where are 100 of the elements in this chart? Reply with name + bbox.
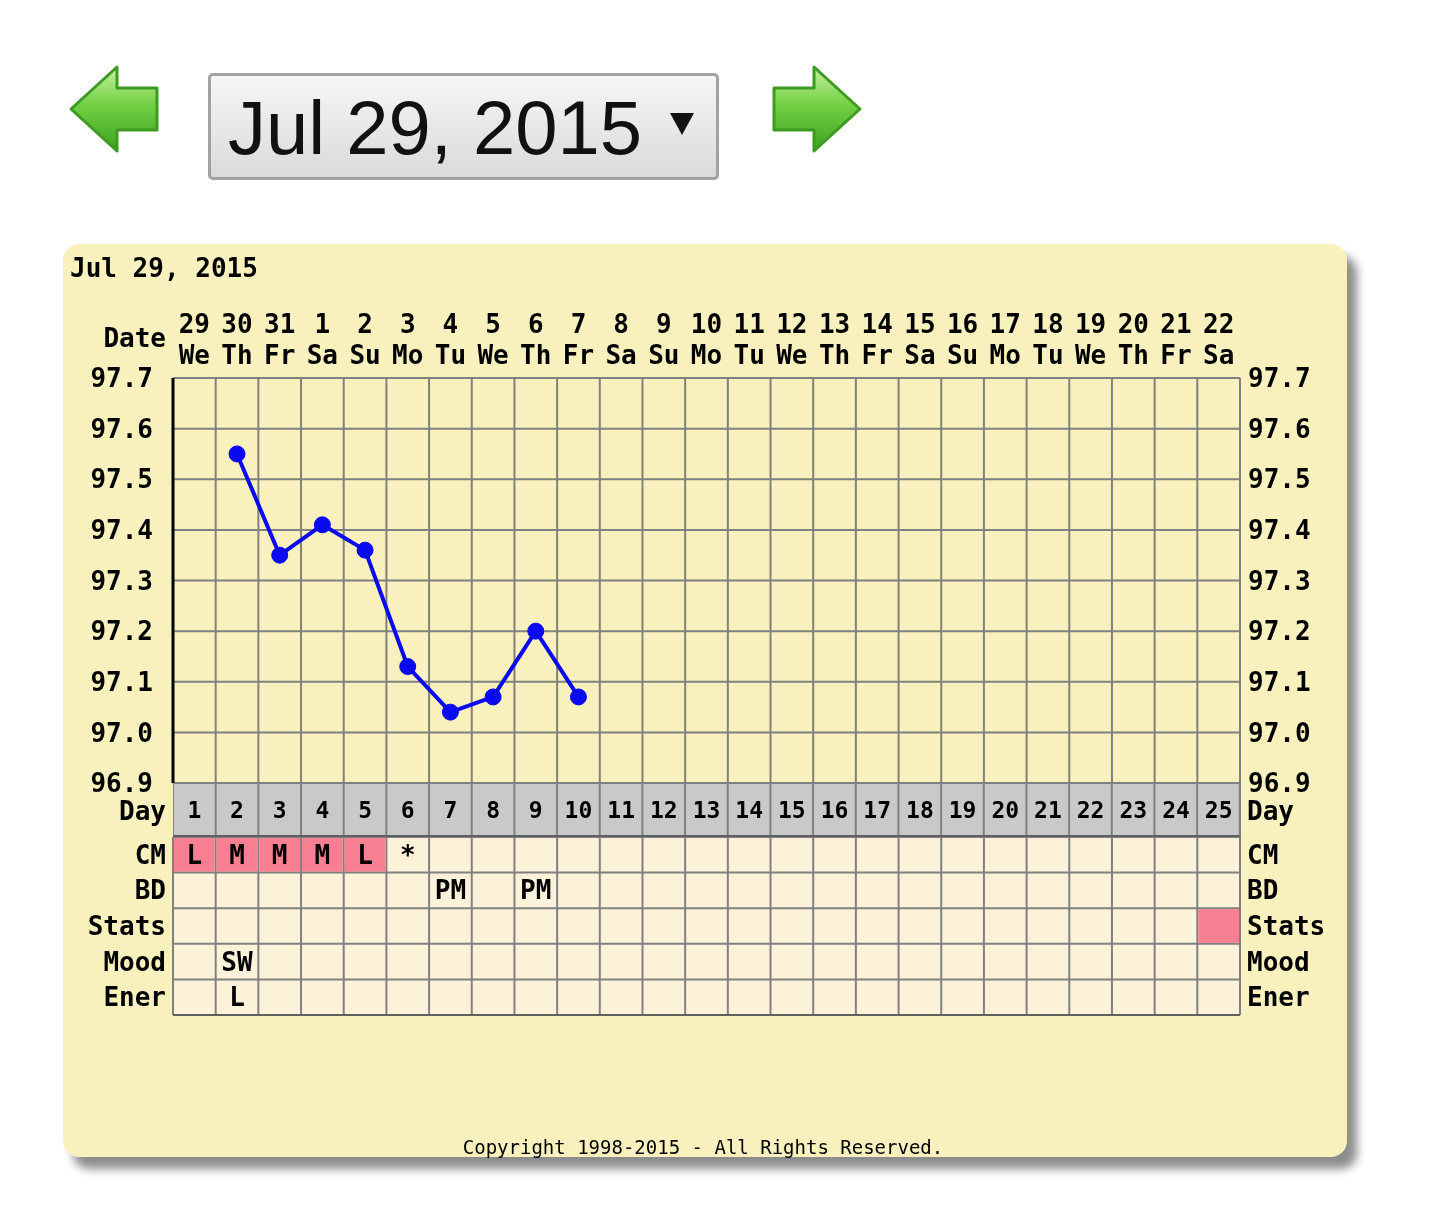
text: M [229,839,245,870]
x-axis-title: Date [103,323,166,353]
text: PM [434,875,467,906]
category-label: Mood [1247,946,1310,977]
text: Copyright 1998-2015 - All Rights Reserved. [462,1136,944,1158]
point [271,546,289,564]
y-tick-label: 97.3 [90,565,153,596]
x2-tick-label: 24 [1162,797,1190,823]
x-tick-label: 7 Fr [562,309,595,370]
category-label: CM [134,839,166,870]
y2-tick-label: 97.3 [1248,565,1311,596]
text: SW [221,946,253,977]
x2-tick-label: 9 [528,797,543,823]
y-tick-label: 96.9 [90,768,153,799]
date-dropdown: Jul 29, 2015 [208,73,719,180]
x2-tick-label: 5 [358,797,372,823]
x-tick-label: 12 We [776,309,808,370]
y2-tick-label: 97.6 [1248,413,1311,444]
text: * [399,839,416,870]
text: Day [1247,796,1294,826]
point [527,622,545,640]
y2-tick-label: 96.9 [1248,768,1311,799]
point [313,516,331,534]
x-tick-label: 5 We [477,309,509,370]
x2-tick-label: 11 [607,797,635,823]
point [484,688,502,706]
x-tick-label: 22 Sa [1203,309,1235,370]
category-label: BD [134,875,166,906]
y2-tick-label: 97.4 [1248,515,1311,546]
x2-tick-label: 22 [1076,797,1105,823]
x-tick-label: 20 Th [1117,309,1149,370]
x2-tick-label: 15 [778,797,806,823]
point [356,541,374,559]
x-tick-label: 21 Fr [1160,309,1192,370]
x-tick-label: 4 Tu [434,309,467,370]
x2-tick-label: 14 [735,797,764,823]
category-label: CM [1247,839,1279,870]
x-tick-label: 15 Sa [904,309,936,370]
x2-tick-label: 6 [400,797,415,823]
point [399,658,417,676]
x-tick-label: 2 Su [349,309,381,370]
x2-tick-label: 18 [906,797,934,823]
x-tick-label: 31 Fr [264,309,296,370]
x-tick-label: 16 Su [946,309,979,370]
y-tick-label: 97.5 [90,464,153,495]
x2-tick-label: 23 [1119,797,1148,823]
x2-tick-label: 13 [692,797,721,823]
y-tick-label: 97.2 [90,616,153,647]
category-label: Ener [1247,982,1310,1013]
y-tick-label: 97.1 [90,666,153,697]
text: M [314,839,331,870]
x2-tick-label: 21 [1034,797,1062,823]
x-tick-label: 30 Th [221,309,253,370]
y-tick-label: 97.4 [90,515,153,546]
x-tick-label: 3 Mo [392,309,424,370]
x2-tick-label: 7 [443,797,458,823]
x-tick-label: 10 Mo [690,309,723,370]
category-label: Stats [87,911,166,941]
y2-tick-label: 97.2 [1248,616,1311,647]
y-tick-label: 97.6 [90,413,153,444]
x2-tick-label: 19 [948,797,977,823]
category-label: Ener [103,982,166,1013]
point [441,703,459,721]
text: PM [520,875,552,906]
x-tick-label: 6 Th [520,309,552,370]
y2-tick-label: 97.7 [1248,363,1311,394]
x2-tick-label: 4 [315,797,330,823]
y-tick-label: 97.7 [90,363,153,394]
x2-tick-label: 20 [991,797,1020,823]
x-tick-label: 9 Su [648,309,680,370]
y-tick-label: 97.0 [90,717,153,748]
x2-tick-label: 10 [564,797,593,823]
point [228,445,246,463]
text: L [229,982,245,1013]
x-tick-label: 17 Mo [989,309,1021,370]
category-label: BD [1247,875,1279,906]
x-tick-label: 1 Sa [306,309,339,370]
y2-tick-label: 97.1 [1248,666,1311,697]
x-tick-label: 14 Fr [861,309,893,370]
y2-tick-label: 97.5 [1248,464,1311,495]
text: M [271,839,288,870]
text: L [186,839,203,870]
x2-axis-title: Day [119,796,166,826]
x2-tick-label: 2 [230,797,244,823]
category-label: Mood [103,946,166,977]
x2-tick-label: 3 [272,797,287,823]
x-tick-label: 8 Sa [605,309,637,370]
chart-title: Jul 29, 2015 [70,253,258,283]
x2-tick-label: 1 [187,797,202,823]
x-tick-label: 13 Th [818,309,851,370]
text: L [357,839,373,870]
y2-tick-label: 97.0 [1248,717,1311,748]
x2-tick-label: 12 [649,797,678,823]
x-tick-label: 11 Tu [733,309,765,370]
x2-tick-label: 8 [486,797,501,823]
point [569,688,587,706]
x-tick-label: 29 We [178,309,210,370]
x-tick-label: 18 Tu [1032,309,1064,370]
x2-tick-label: 17 [863,797,892,823]
x2-tick-label: 16 [820,797,849,823]
